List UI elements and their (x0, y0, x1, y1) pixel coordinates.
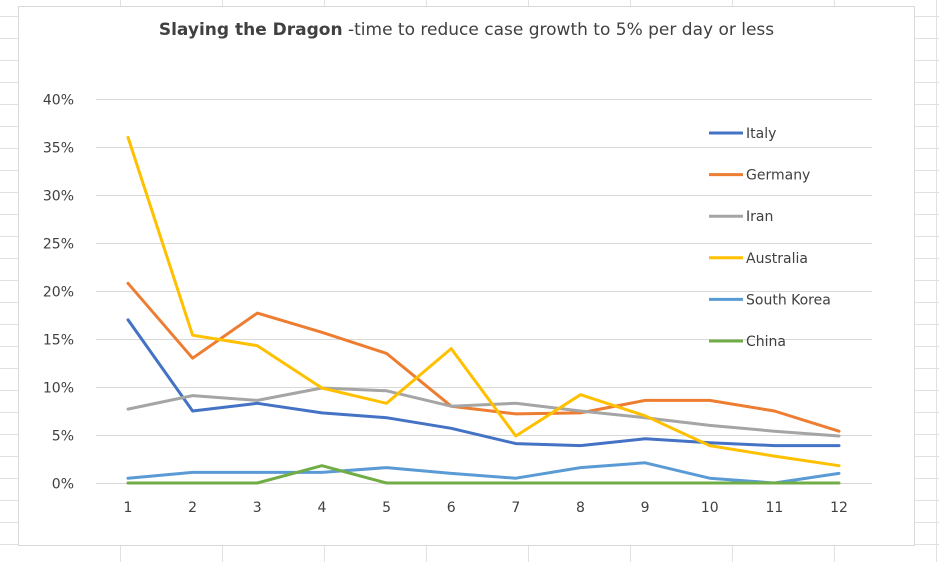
legend-label-iran: Iran (746, 209, 773, 225)
x-tick-label: 9 (641, 500, 650, 516)
x-tick-label: 6 (447, 500, 456, 516)
chart-title-rest: -time to reduce case growth to 5% per da… (342, 20, 775, 40)
y-tick-label: 5% (52, 429, 74, 445)
chart-title-bold: Slaying the Dragon (158, 20, 343, 40)
y-tick-label: 35% (43, 141, 74, 157)
x-tick-label: 3 (253, 500, 262, 516)
legend-label-italy: Italy (746, 126, 776, 142)
x-tick-label: 4 (317, 500, 326, 516)
legend-label-australia: Australia (746, 251, 808, 267)
x-tick-label: 8 (576, 500, 585, 516)
y-tick-label: 25% (43, 237, 74, 253)
y-tick-label: 20% (43, 285, 74, 301)
x-tick-label: 2 (188, 500, 197, 516)
x-tick-label: 11 (765, 500, 783, 516)
series-line-south-korea (126, 461, 841, 485)
series-line-iran (126, 386, 841, 438)
x-tick-label: 10 (701, 500, 719, 516)
x-tick-label: 7 (511, 500, 520, 516)
series-line-australia (126, 135, 841, 468)
y-tick-label: 0% (52, 477, 74, 493)
series-line-germany (126, 281, 841, 433)
y-tick-label: 10% (43, 381, 74, 397)
x-tick-label: 1 (124, 500, 133, 516)
chart-title: Slaying the Dragon -time to reduce case … (18, 20, 915, 40)
y-tick-label: 40% (43, 93, 74, 109)
legend-label-china: China (746, 334, 786, 350)
series-line-italy (126, 318, 841, 448)
legend-label-germany: Germany (746, 168, 810, 184)
y-tick-label: 30% (43, 189, 74, 205)
legend-label-south-korea: South Korea (746, 292, 831, 308)
series-line-china (126, 464, 841, 485)
x-tick-label: 5 (382, 500, 391, 516)
x-tick-label: 12 (830, 500, 848, 516)
y-tick-label: 15% (43, 333, 74, 349)
